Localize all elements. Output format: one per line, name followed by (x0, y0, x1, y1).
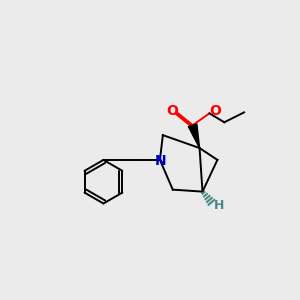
Text: H: H (214, 199, 224, 212)
Text: O: O (209, 104, 221, 118)
Text: N: N (155, 154, 167, 168)
Polygon shape (188, 124, 200, 148)
Text: O: O (166, 104, 178, 118)
